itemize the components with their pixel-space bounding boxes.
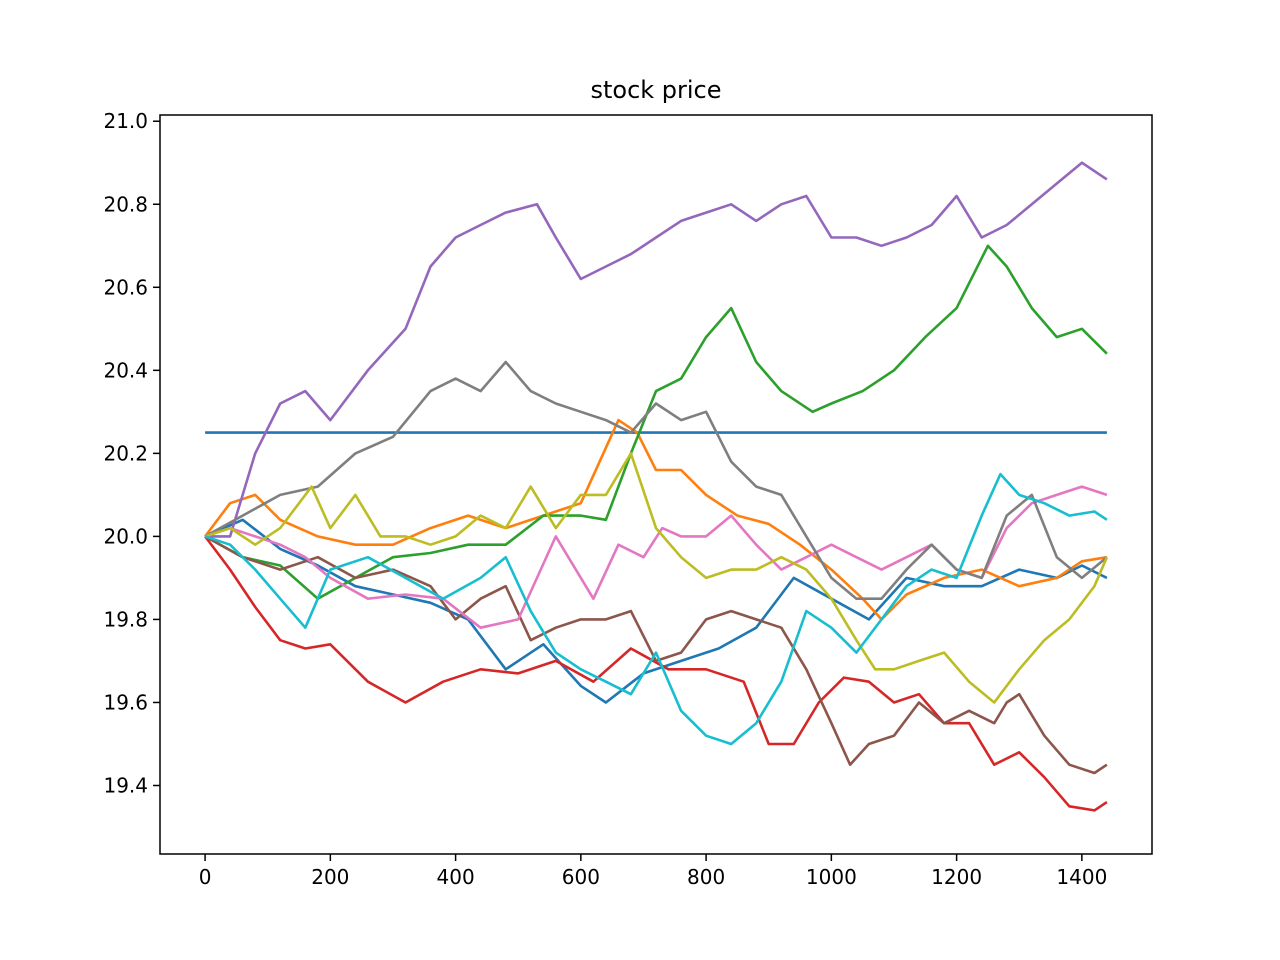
x-tick-label: 0 [199,865,212,889]
x-tick-label: 1000 [806,865,857,889]
series-line-4 [204,535,1108,812]
y-tick-label: 21.0 [103,109,148,133]
series-line-3 [204,244,1108,601]
y-tick-label: 20.2 [103,441,148,465]
series-line-9 [204,452,1109,704]
series-line-6 [204,535,1108,775]
y-tick-label: 20.0 [103,524,148,548]
series-line-2 [204,418,1108,621]
series-line-5 [205,161,1108,538]
plot-frame [159,114,1153,855]
x-tick-label: 200 [311,865,349,889]
x-tick-label: 400 [437,865,475,889]
x-tick-label: 600 [562,865,600,889]
series-line-8 [204,360,1108,601]
y-tick-label: 20.4 [103,358,148,382]
x-tick-label: 800 [687,865,725,889]
x-tick-label: 1400 [1056,865,1107,889]
y-tick-label: 19.6 [103,690,148,714]
series-layer [204,161,1109,812]
series-line-10 [204,472,1108,746]
axes-layer: 0 200 400 600 800 1000 1200 1400 19.4 19.6 19.8 20.… [103,109,1107,889]
y-tick-label: 19.8 [103,607,148,631]
y-tick-label: 19.4 [103,773,148,797]
chart-title: stock price [590,76,721,104]
y-tick-label: 20.8 [103,192,148,216]
y-tick-label: 20.6 [103,275,148,299]
x-tick-label: 1200 [931,865,982,889]
